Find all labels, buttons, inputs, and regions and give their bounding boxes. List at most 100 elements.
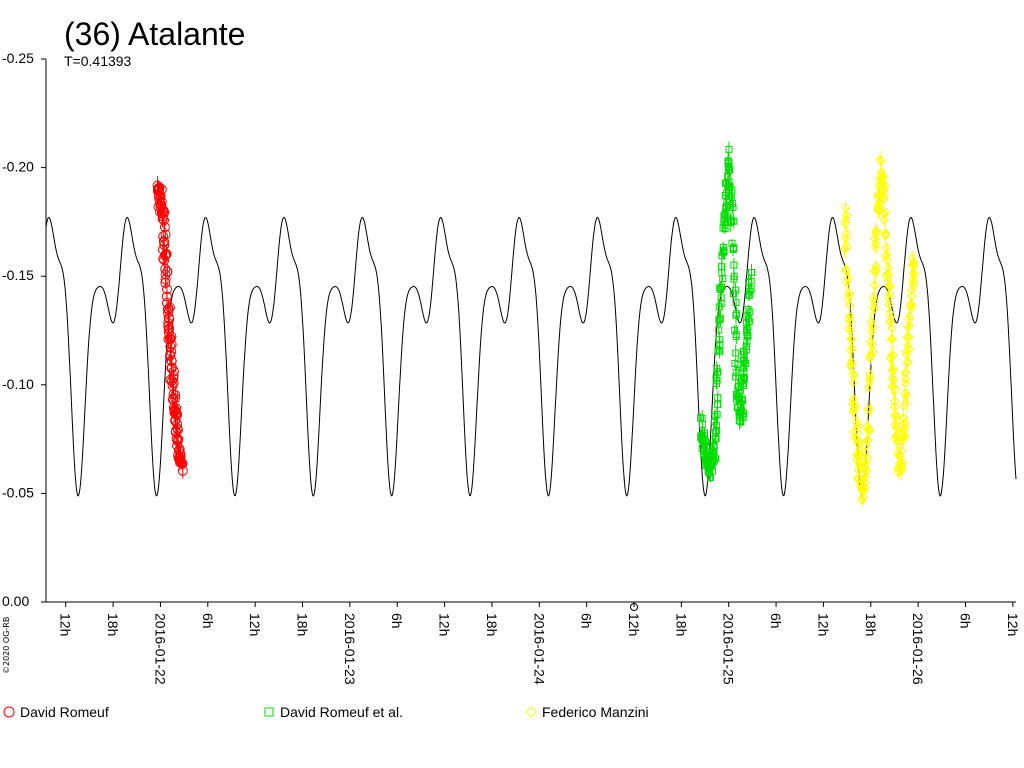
data-point: [868, 322, 878, 332]
data-point: [868, 292, 878, 302]
data-point: [724, 166, 732, 174]
x-tick-label: 18h: [863, 613, 879, 636]
data-point: [726, 218, 734, 226]
data-point: [733, 310, 741, 318]
data-point: [897, 457, 907, 467]
data-point: [706, 474, 714, 482]
data-point: [878, 209, 889, 219]
data-point: [863, 435, 873, 445]
data-point: [702, 438, 710, 446]
data-point: [740, 410, 748, 418]
data-point: [729, 246, 737, 254]
data-point: [716, 285, 724, 293]
data-point: [871, 266, 881, 277]
data-point: [732, 311, 740, 319]
data-point: [869, 296, 879, 307]
data-point: [900, 419, 911, 430]
data-point: [722, 203, 730, 211]
data-point: [869, 304, 879, 314]
x-tick-label: 12h: [1005, 613, 1021, 636]
data-point: [705, 469, 713, 477]
data-point: [728, 200, 736, 208]
data-point: [883, 269, 893, 280]
data-point: [168, 373, 179, 384]
data-point: [865, 350, 875, 361]
data-point: [846, 361, 856, 371]
data-point: [907, 275, 918, 285]
data-point: [888, 350, 898, 360]
observation-series-layer: [152, 141, 920, 507]
data-point: [714, 346, 722, 354]
data-point: [898, 430, 908, 441]
data-point: [868, 302, 878, 312]
data-point: [170, 389, 181, 400]
data-point: [716, 284, 724, 292]
data-point: [166, 356, 177, 367]
data-point: [908, 268, 918, 279]
data-point: [867, 340, 877, 350]
x-tick-label: 18h: [484, 613, 500, 636]
data-point: [871, 239, 881, 249]
data-point: [740, 357, 748, 365]
y-tick-label: -0.05: [2, 484, 34, 500]
data-point: [713, 364, 721, 372]
data-point: [845, 325, 855, 336]
data-point: [863, 382, 874, 393]
data-point: [879, 215, 889, 225]
data-point: [900, 378, 910, 389]
data-point: [858, 484, 868, 494]
data-point: [898, 413, 909, 424]
axis-origin-marker: [629, 603, 638, 611]
data-point: [173, 434, 184, 445]
data-point: [177, 465, 188, 476]
data-point: [156, 200, 167, 211]
data-point: [715, 303, 723, 311]
x-tick-label: 18h: [105, 613, 121, 636]
legend-label: David Romeuf: [20, 704, 109, 720]
data-point: [900, 431, 910, 441]
data-point: [887, 334, 897, 344]
data-point: [899, 425, 909, 436]
data-point: [846, 334, 857, 345]
data-point: [159, 222, 170, 233]
x-tick-label: 12h: [815, 613, 831, 636]
data-point: [865, 373, 875, 383]
data-point: [711, 435, 719, 443]
y-tick-label: -0.25: [2, 50, 34, 66]
data-point: [849, 371, 859, 381]
data-point: [885, 281, 895, 292]
data-point: [156, 184, 167, 195]
data-point: [742, 343, 750, 351]
data-point: [896, 462, 907, 473]
data-point: [717, 294, 725, 302]
data-point: [907, 302, 917, 312]
series-circle: [152, 175, 188, 479]
data-point: [732, 286, 740, 294]
y-tick-label: -0.20: [2, 159, 34, 175]
data-point: [861, 457, 871, 467]
data-point: [908, 277, 919, 287]
data-point: [840, 202, 851, 213]
legend-label: Federico Manzini: [542, 704, 649, 720]
data-point: [160, 229, 171, 240]
data-point: [904, 344, 914, 354]
data-point: [730, 272, 738, 280]
data-point: [881, 207, 891, 218]
legend-marker: [525, 706, 537, 718]
data-point: [859, 478, 870, 488]
data-point: [160, 269, 171, 280]
data-point: [729, 203, 737, 211]
data-point: [906, 298, 916, 309]
data-point: [715, 336, 723, 344]
data-point: [716, 341, 724, 349]
data-point: [903, 341, 913, 351]
data-point: [712, 421, 720, 429]
data-point: [738, 407, 746, 415]
data-point: [701, 437, 709, 445]
chart-title: (36) Atalante: [64, 16, 245, 52]
data-point: [747, 285, 755, 293]
data-point: [884, 289, 894, 299]
legend-marker: [264, 707, 274, 717]
data-point: [841, 264, 851, 274]
data-point: [725, 145, 733, 153]
